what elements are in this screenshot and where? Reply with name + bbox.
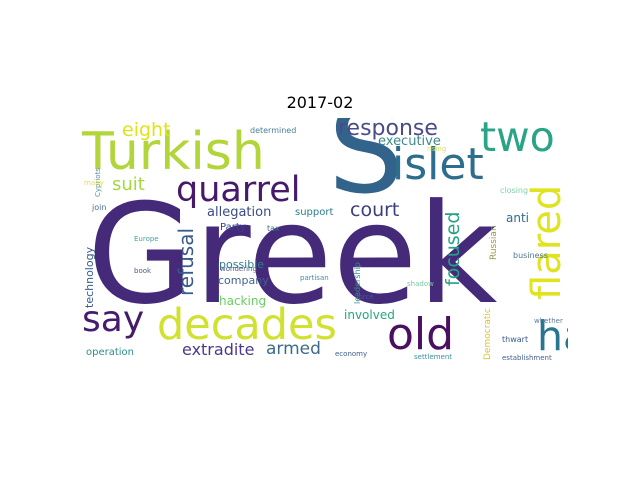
word-determined: determined <box>250 126 297 135</box>
word-thwart: thwart <box>502 335 529 344</box>
word-two: two <box>480 118 555 161</box>
word-say: say <box>82 299 145 340</box>
word-response: response <box>338 118 438 141</box>
word-quarrel: quarrel <box>176 170 301 210</box>
word-whether: whether <box>534 317 563 325</box>
word-technology: technology <box>83 246 96 308</box>
word-join: join <box>92 203 107 212</box>
word-settlement: settlement <box>414 353 453 361</box>
word-business: business <box>513 251 548 260</box>
word-force: force <box>356 293 374 301</box>
word-cloud: Greek S Turkish islet two decades quarre… <box>82 118 568 363</box>
word-democratic: Democratic <box>483 308 493 360</box>
word-court: court <box>350 199 400 221</box>
word-extradite: extradite <box>182 340 255 359</box>
word-flared: flared <box>524 184 568 300</box>
word-wondering: wondering <box>220 265 257 273</box>
word-ha: ha <box>537 312 568 360</box>
word-decades: decades <box>157 300 337 350</box>
word-suit: suit <box>112 174 145 195</box>
word-support: support <box>295 207 334 218</box>
word-hacking: hacking <box>219 294 267 308</box>
chart-title: 2017-02 <box>286 93 354 112</box>
word-russian: Russian <box>489 225 499 260</box>
word-refusal: refusal <box>174 227 198 296</box>
word-establishment: establishment <box>502 354 552 362</box>
word-closing: closing <box>500 186 529 195</box>
word-party: Party <box>220 222 246 233</box>
word-tax: tax <box>267 224 280 233</box>
word-involved: involved <box>344 308 395 322</box>
word-partisan: partisan <box>300 274 329 282</box>
word-europe: Europe <box>134 235 159 243</box>
word-islet: islet <box>392 139 484 190</box>
word-s: S <box>328 118 405 221</box>
word-shadow: shadow <box>407 280 434 288</box>
word-possible: possible <box>219 258 265 271</box>
word-many: many <box>84 179 104 187</box>
word-turkish: Turkish <box>82 122 265 182</box>
word-economy: economy <box>335 350 368 358</box>
word-greek: Greek <box>87 174 498 335</box>
word-allegation: allegation <box>207 205 272 220</box>
word-operation: operation <box>86 347 135 358</box>
word-armed: armed <box>266 339 321 359</box>
word-company: company <box>218 274 269 287</box>
word-old: old <box>387 309 455 360</box>
word-rising: rising <box>427 145 447 153</box>
word-executive: executive <box>378 134 441 149</box>
word-eight: eight <box>122 119 171 141</box>
word-book: book <box>134 267 152 275</box>
word-anti: anti <box>506 211 529 225</box>
word-focused: focused <box>442 211 464 286</box>
